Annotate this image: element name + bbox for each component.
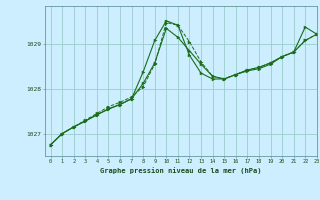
X-axis label: Graphe pression niveau de la mer (hPa): Graphe pression niveau de la mer (hPa) xyxy=(100,167,261,174)
